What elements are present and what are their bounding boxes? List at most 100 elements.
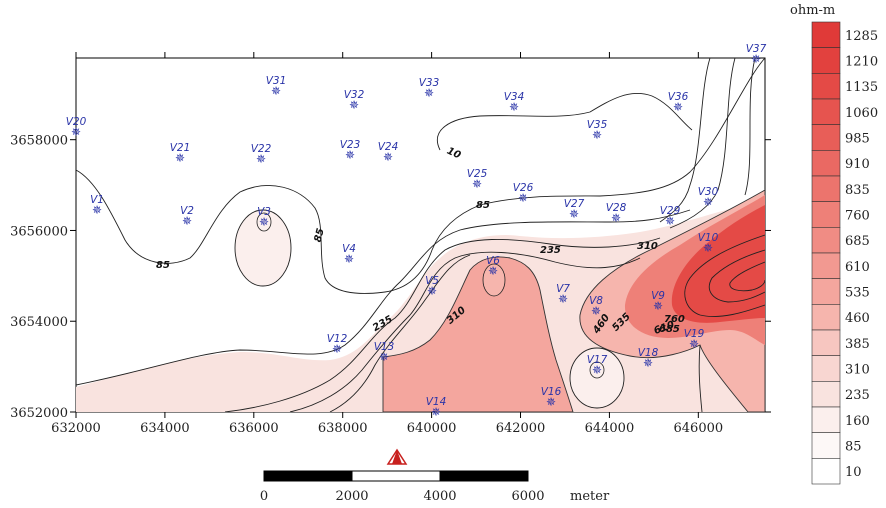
- station-marker: ✵V36: [668, 91, 689, 114]
- legend-swatch: [811, 21, 841, 48]
- legend-swatch: [811, 47, 841, 74]
- fill-v3-inner: [256, 212, 272, 232]
- contour-label: 685: [659, 324, 680, 335]
- legend-level-label: 235: [845, 388, 870, 403]
- station-star-icon: ✵: [643, 356, 653, 370]
- y-tick-label: 3652000: [10, 406, 68, 421]
- station-marker: ✵V8: [589, 295, 603, 318]
- station-marker: ✵V22: [251, 143, 272, 166]
- station-label: V9: [651, 290, 665, 302]
- legend-level-label: 760: [845, 209, 870, 224]
- legend-level-label: 1060: [845, 106, 878, 121]
- station-marker: ✵V4: [342, 243, 356, 266]
- contour-east-inner-c: [729, 261, 765, 292]
- legend-level-label: 1285: [845, 29, 878, 44]
- station-star-icon: ✵: [182, 214, 192, 228]
- station-star-icon: ✵: [256, 152, 266, 166]
- station-marker: ✵V9: [651, 290, 665, 313]
- legend-level-label: 310: [845, 363, 870, 378]
- y-tick-label: 3656000: [10, 224, 68, 239]
- station-star-icon: ✵: [424, 86, 434, 100]
- station-label: V27: [564, 198, 585, 210]
- scale-label: 6000: [511, 489, 544, 504]
- contour-85-west: [76, 58, 765, 294]
- station-label: V7: [556, 283, 570, 295]
- station-star-icon: ✵: [611, 211, 621, 225]
- station-label: V14: [426, 396, 447, 408]
- legend-swatch: [811, 175, 841, 202]
- station-marker: ✵V7: [556, 283, 570, 306]
- station-star-icon: ✵: [92, 203, 102, 217]
- legend-swatch: [811, 124, 841, 151]
- station-label: V35: [587, 119, 608, 131]
- station-label: V6: [486, 255, 500, 267]
- station-marker: ✵V23: [340, 139, 361, 162]
- contour-lines: [76, 58, 765, 412]
- station-star-icon: ✵: [509, 100, 519, 114]
- station-star-icon: ✵: [271, 84, 281, 98]
- fill-v17-inner: [589, 361, 605, 379]
- legend-level-label: 985: [845, 132, 870, 147]
- station-star-icon: ✵: [689, 337, 699, 351]
- contour-label: 310: [637, 241, 658, 252]
- station-label: V8: [589, 295, 603, 307]
- station-star-icon: ✵: [673, 100, 683, 114]
- station-marker: ✵V20: [66, 116, 87, 139]
- station-label: V5: [425, 275, 439, 287]
- x-tick-label: 644000: [585, 421, 635, 436]
- fill-v6: [482, 263, 506, 297]
- legend-swatch: [811, 329, 841, 356]
- legend-swatch: [811, 227, 841, 254]
- station-marker: ✵V5: [425, 275, 439, 298]
- contour-mid-1: [76, 209, 691, 386]
- station-star-icon: ✵: [591, 304, 601, 318]
- station-label: V34: [504, 91, 525, 103]
- legend-swatch: [811, 458, 841, 485]
- legend-level-label: 685: [845, 234, 870, 249]
- station-label: V28: [606, 202, 627, 214]
- fill-central-tongue: [382, 256, 574, 412]
- x-tick-label: 636000: [229, 421, 279, 436]
- station-label: V3: [257, 206, 271, 218]
- station-marker: ✵V27: [564, 198, 585, 221]
- legend-swatch: [811, 432, 841, 459]
- station-star-icon: ✵: [665, 214, 675, 228]
- station-label: V2: [180, 205, 194, 217]
- station-star-icon: ✵: [349, 98, 359, 112]
- station-star-icon: ✵: [345, 148, 355, 162]
- legend-swatch: [811, 278, 841, 305]
- station-marker: ✵V14: [426, 396, 447, 419]
- station-star-icon: ✵: [431, 405, 441, 419]
- station-marker: ✵V28: [606, 202, 627, 225]
- station-label: V18: [638, 347, 659, 359]
- x-tick-label: 642000: [496, 421, 546, 436]
- contour-mid-2: [224, 237, 661, 412]
- station-marker: ✵V17: [587, 354, 608, 377]
- y-tick-label: 3654000: [10, 315, 68, 330]
- station-marker: ✵V3: [257, 206, 271, 229]
- station-label: V1: [90, 194, 104, 206]
- scale-label: 2000: [335, 489, 368, 504]
- x-axis: 632000 634000 636000 638000 640000 642000 6440…: [51, 52, 723, 436]
- station-label: V30: [698, 186, 719, 198]
- x-tick-label: 634000: [140, 421, 190, 436]
- station-marker: ✵V18: [638, 347, 659, 370]
- station-label: V19: [684, 328, 705, 340]
- contour-north-east-2: [669, 58, 736, 229]
- station-marker: ✵V12: [327, 333, 348, 356]
- legend-swatch: [811, 252, 841, 279]
- y-tick-label: 3658000: [10, 134, 68, 149]
- north-arrow-icon: [386, 448, 408, 465]
- scale-label: 4000: [423, 489, 456, 504]
- contour-east-inner-b: [708, 249, 765, 303]
- legend-swatch: [811, 304, 841, 331]
- x-tick-label: 632000: [51, 421, 101, 436]
- station-label: V24: [378, 141, 399, 153]
- legend-level-label: 1210: [845, 55, 878, 70]
- contour-mid-3: [289, 251, 641, 412]
- legend-level-label: 385: [845, 337, 870, 352]
- station-label: V4: [342, 243, 356, 255]
- station-label: V25: [467, 168, 488, 180]
- station-marker: ✵V26: [513, 182, 534, 205]
